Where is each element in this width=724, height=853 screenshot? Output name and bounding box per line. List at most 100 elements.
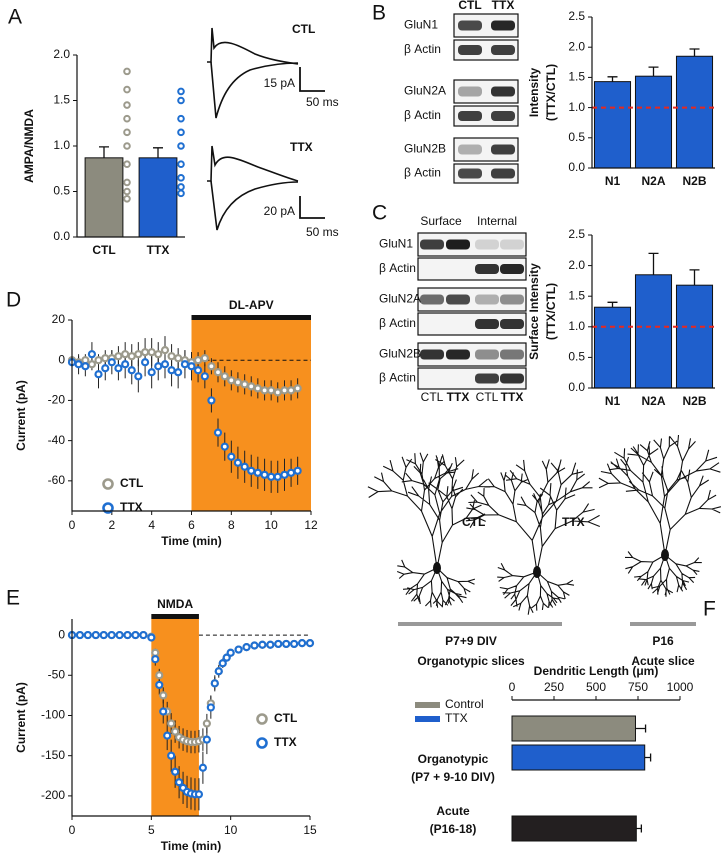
legend-marker	[256, 737, 268, 749]
point	[123, 101, 131, 109]
band	[500, 264, 524, 274]
blot-label: β Actin	[404, 42, 441, 56]
y-tick-label: 2.0	[568, 39, 585, 53]
blot-label: β Actin	[379, 371, 416, 385]
point	[160, 360, 170, 369]
soma	[533, 566, 541, 578]
group-label: Acute slice	[631, 654, 695, 668]
y-axis-label: (TTX/CTL)	[544, 283, 558, 340]
point	[202, 735, 211, 744]
point	[163, 731, 172, 740]
point	[200, 372, 209, 381]
point	[273, 472, 282, 481]
y-tick-label: 1.0	[53, 138, 70, 152]
point	[123, 114, 131, 123]
band	[475, 239, 499, 250]
legend-label: TTX	[445, 711, 468, 725]
lane-label: TTX	[447, 390, 470, 404]
legend-label: CTL	[120, 476, 143, 490]
neuron	[465, 459, 601, 615]
band	[500, 239, 524, 250]
point	[123, 85, 131, 94]
point	[227, 452, 236, 461]
point	[293, 384, 302, 393]
y-tick-label: 0.5	[568, 350, 585, 364]
legend-marker	[102, 502, 114, 514]
y-tick-label: 20	[52, 312, 66, 326]
point	[167, 751, 176, 760]
point	[94, 356, 103, 365]
panel-letter: B	[372, 2, 386, 25]
x-tick-label: 6	[188, 518, 195, 532]
point	[123, 178, 131, 187]
band	[491, 86, 515, 97]
x-tick-label: N1	[605, 174, 621, 188]
group-label: P7+9 DIV	[445, 634, 497, 648]
y-tick-label: 1.0	[568, 100, 585, 114]
x-tick-label: 5	[148, 823, 155, 837]
point	[123, 128, 131, 137]
x-tick-label: 12	[304, 518, 318, 532]
soma	[433, 562, 441, 574]
point	[266, 640, 275, 649]
point	[177, 174, 185, 182]
panel-letter: E	[6, 587, 20, 610]
x-tick-label: 0	[509, 680, 516, 694]
y-axis-label: Current (pA)	[14, 380, 28, 451]
x-axis-label: Time (min)	[161, 839, 221, 853]
axis	[71, 320, 311, 512]
legend-label: Control	[445, 697, 484, 711]
trace	[207, 27, 299, 65]
point	[174, 354, 183, 363]
point	[177, 183, 185, 191]
point	[180, 360, 190, 369]
y-tick-label: 0	[58, 627, 65, 641]
point	[140, 348, 150, 357]
point	[177, 189, 185, 198]
scale-bar	[299, 67, 325, 92]
point	[213, 428, 223, 437]
band	[475, 264, 499, 274]
lane-label: CTL	[458, 0, 481, 12]
x-axis-label: Dendritic Length (μm)	[534, 664, 659, 678]
point	[121, 360, 130, 369]
y-tick-label: 1.0	[568, 319, 585, 333]
point	[81, 362, 90, 371]
panel-letter: D	[6, 289, 21, 312]
neuron	[367, 452, 491, 608]
point	[123, 160, 131, 168]
point	[242, 643, 251, 652]
point	[297, 639, 307, 648]
blot-label: β Actin	[404, 108, 441, 122]
point	[202, 719, 211, 728]
band	[491, 20, 515, 31]
point	[187, 362, 196, 371]
point	[177, 114, 185, 123]
point	[253, 384, 262, 393]
point	[83, 630, 92, 640]
panel-letter: A	[8, 6, 22, 29]
point	[123, 630, 132, 640]
band	[500, 319, 524, 329]
point	[267, 386, 276, 395]
point	[305, 639, 315, 648]
y-tick-label: 0.0	[53, 229, 70, 243]
point	[151, 655, 160, 664]
point	[174, 368, 183, 377]
y-tick-label: 0.0	[568, 160, 585, 174]
bar	[511, 815, 637, 842]
neuron-label: TTX	[562, 515, 585, 529]
error-bar	[607, 76, 618, 82]
point	[258, 640, 267, 649]
blot	[417, 312, 527, 336]
y-tick-label: -40	[48, 433, 66, 447]
legend-swatch	[415, 716, 440, 722]
scale-label: 20 pA	[264, 204, 295, 218]
lane-label: TTX	[501, 390, 524, 404]
point	[286, 386, 296, 395]
band	[491, 168, 515, 179]
y-tick-label: 2.5	[568, 227, 585, 241]
y-tick-label: 1.5	[568, 288, 585, 302]
blot	[453, 137, 519, 162]
y-tick-label: -50	[48, 667, 66, 681]
